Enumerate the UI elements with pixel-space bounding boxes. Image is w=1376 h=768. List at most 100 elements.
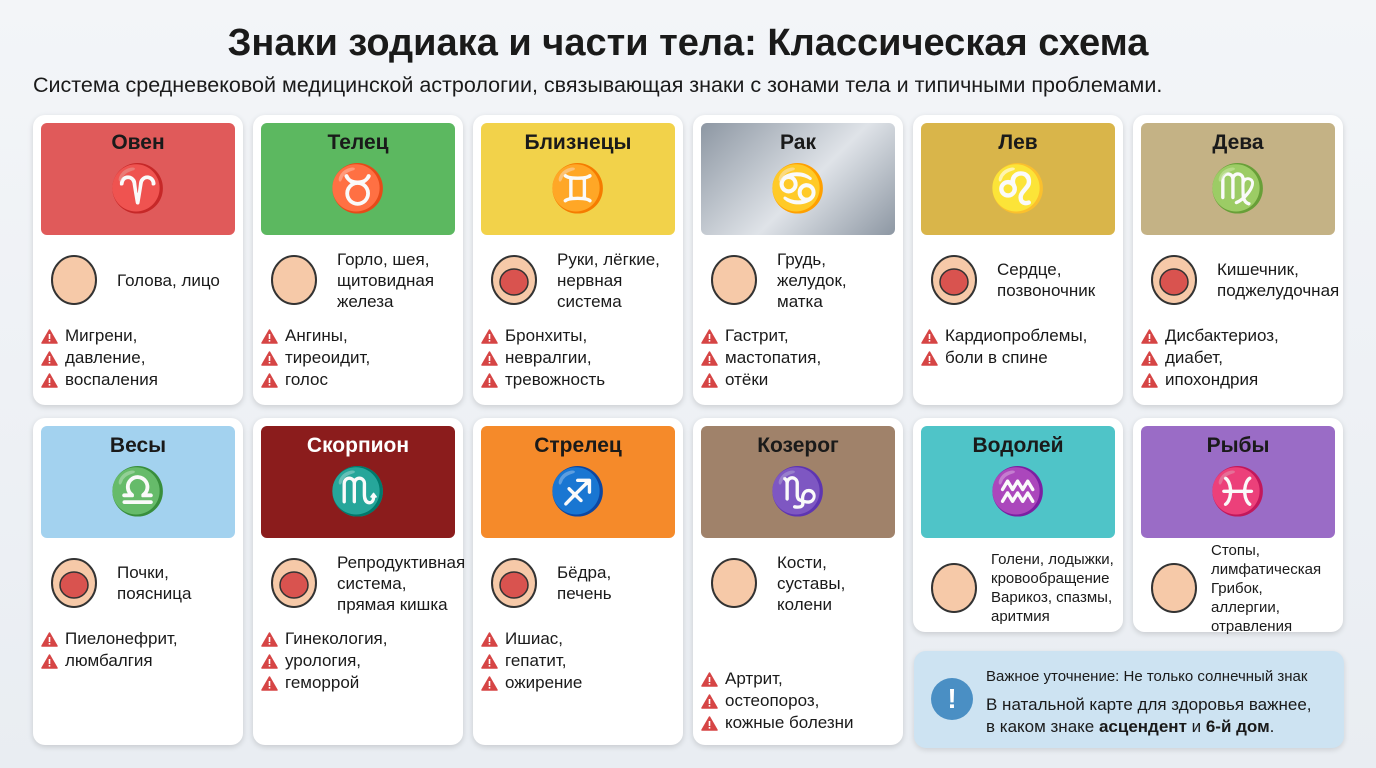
- body-zone-line: система: [557, 291, 622, 311]
- note-text: В натальной карте для здоровья важнее, в…: [986, 694, 1312, 738]
- maiden-icon: ♍: [1209, 162, 1267, 214]
- body-zone: Руки, лёгкие, нервная система: [481, 235, 675, 325]
- warning-icon: [701, 715, 718, 731]
- problem-list: Ишиас, гепатит, ожирение: [481, 628, 675, 694]
- sign-header: Рак ♋: [701, 123, 895, 235]
- note-line: .: [1269, 717, 1275, 736]
- problem-text: тиреоидит,: [285, 348, 371, 367]
- problem-text: боли в спине: [945, 348, 1048, 367]
- sign-card: Близнецы ♊ Руки, лёгкие, нервная система Брон…: [473, 115, 683, 405]
- body-zone-line: отравления: [1211, 617, 1293, 635]
- note-heading: Важное уточнение: Не только солнечный зн…: [986, 668, 1308, 685]
- body-zone-text: Почки, поясница: [117, 562, 191, 604]
- sign-header: Близнецы ♊: [481, 123, 675, 235]
- problem-item: Ишиас,: [481, 628, 675, 650]
- body-zone-line: Горло, шея,: [337, 249, 430, 269]
- sign-header: Скорпион ♏: [261, 426, 455, 538]
- sign-name: Близнецы: [524, 131, 632, 154]
- problem-item: Артрит,: [701, 668, 895, 690]
- warning-icon: [701, 328, 718, 344]
- problem-item: Гастрит,: [701, 325, 895, 347]
- problem-item: тиреоидит,: [261, 347, 455, 369]
- problem-text: отёки: [725, 370, 769, 389]
- body-zone-line: позвоночник: [997, 281, 1096, 300]
- note-bold: 6-й дом: [1205, 717, 1270, 736]
- knee-icon: [711, 558, 757, 608]
- body-zone-line: Репродуктивная: [337, 552, 466, 572]
- body-zone-line: Кишечник,: [1217, 260, 1299, 279]
- body-zone-line: Голова, лицо: [117, 270, 220, 290]
- sign-card: Рак ♋ Грудь, желудок, матка Гастрит, мастопати…: [693, 115, 903, 405]
- problem-text: Кардиопроблемы,: [945, 326, 1088, 345]
- sign-card: Водолей ♒ Голени, лодыжки, кровообращение Ва…: [913, 418, 1123, 632]
- problem-item: Пиелонефрит,: [41, 628, 235, 650]
- problem-item: воспаления: [41, 369, 235, 391]
- sign-name: Телец: [327, 131, 389, 154]
- head-icon: [51, 255, 97, 305]
- problem-text: Бронхиты,: [505, 326, 588, 345]
- problem-list: Кардиопроблемы, боли в спине: [921, 325, 1115, 369]
- body-zone: Репродуктивная система, прямая кишка: [261, 538, 465, 628]
- scales-icon: ♎: [109, 465, 167, 517]
- body-zone-text: Грудь, желудок, матка: [777, 249, 847, 312]
- sign-header: Козерог ♑: [701, 426, 895, 538]
- problem-text: Ишиас,: [505, 629, 564, 648]
- sign-header: Лев ♌: [921, 123, 1115, 235]
- body-zone: Голени, лодыжки, кровообращение Варикоз, с…: [921, 538, 1115, 638]
- sign-header: Стрелец ♐: [481, 426, 675, 538]
- warning-icon: [481, 675, 498, 691]
- page-subtitle: Система средневековой медицинской астрол…: [33, 73, 1163, 97]
- bow-icon: ♐: [549, 465, 607, 517]
- problem-item: ипохондрия: [1141, 369, 1335, 391]
- warning-icon: [41, 653, 58, 669]
- sign-name: Рыбы: [1206, 434, 1270, 457]
- sign-card: Скорпион ♏ Репродуктивная система, прямая ки…: [253, 418, 465, 745]
- sign-card: Козерог ♑ Кости, суставы, колени Артрит, остео…: [693, 418, 903, 745]
- sign-name: Лев: [998, 131, 1038, 154]
- legs-icon: [931, 563, 977, 613]
- problem-item: геморрой: [261, 672, 455, 694]
- sign-name: Овен: [111, 131, 165, 154]
- throat-icon: [271, 255, 317, 305]
- problem-item: невралгии,: [481, 347, 675, 369]
- warning-icon: [1141, 372, 1158, 388]
- sign-card: Рыбы ♓ Стопы, лимфатическая Грибок, аллергии…: [1133, 418, 1343, 635]
- lungs-icon: [491, 255, 537, 305]
- sign-header: Телец ♉: [261, 123, 455, 235]
- problem-text: голос: [285, 370, 328, 389]
- warning-icon: [261, 631, 278, 647]
- sign-name: Водолей: [972, 434, 1064, 457]
- problem-text: тревожность: [505, 370, 606, 389]
- warning-icon: [41, 350, 58, 366]
- info-exclamation-icon: !: [931, 678, 973, 720]
- problem-text: Артрит,: [725, 669, 783, 688]
- problem-list: Пиелонефрит, люмбалгия: [41, 628, 235, 672]
- sign-card: Стрелец ♐ Бёдра, печень Ишиас, гепатит, ожирен…: [473, 418, 683, 745]
- problem-item: мастопатия,: [701, 347, 895, 369]
- body-zone-line: Стопы,: [1211, 541, 1260, 559]
- sign-card: Лев ♌ Сердце, позвоночник Кардиопроблемы, бол…: [913, 115, 1123, 405]
- warning-icon: [481, 372, 498, 388]
- scorpion-icon: ♏: [329, 465, 387, 517]
- sign-header: Рыбы ♓: [1141, 426, 1335, 538]
- sign-name: Весы: [109, 434, 167, 457]
- warning-icon: [481, 631, 498, 647]
- warning-icon: [701, 350, 718, 366]
- intestine-icon: [1151, 255, 1197, 305]
- ram-icon: ♈: [109, 162, 167, 214]
- body-zone-text: Руки, лёгкие, нервная система: [557, 249, 660, 312]
- body-zone-text: Стопы, лимфатическая Грибок, аллергии, отра…: [1211, 541, 1335, 636]
- water-jug-icon: ♒: [989, 465, 1047, 517]
- body-zone-line: щитовидная: [337, 270, 435, 290]
- problem-text: геморрой: [285, 673, 360, 692]
- problem-item: урология,: [261, 650, 455, 672]
- uterus-icon: [271, 558, 317, 608]
- sign-card: Телец ♉ Горло, шея, щитовидная железа Ангины,…: [253, 115, 463, 405]
- problem-text: ипохондрия: [1165, 370, 1259, 389]
- sign-name: Рак: [780, 131, 816, 154]
- chest-icon: [711, 255, 757, 305]
- body-zone-line: колени: [777, 594, 832, 614]
- problem-item: голос: [261, 369, 455, 391]
- body-zone-line: поджелудочная: [1217, 281, 1340, 300]
- problem-text: гепатит,: [505, 651, 567, 670]
